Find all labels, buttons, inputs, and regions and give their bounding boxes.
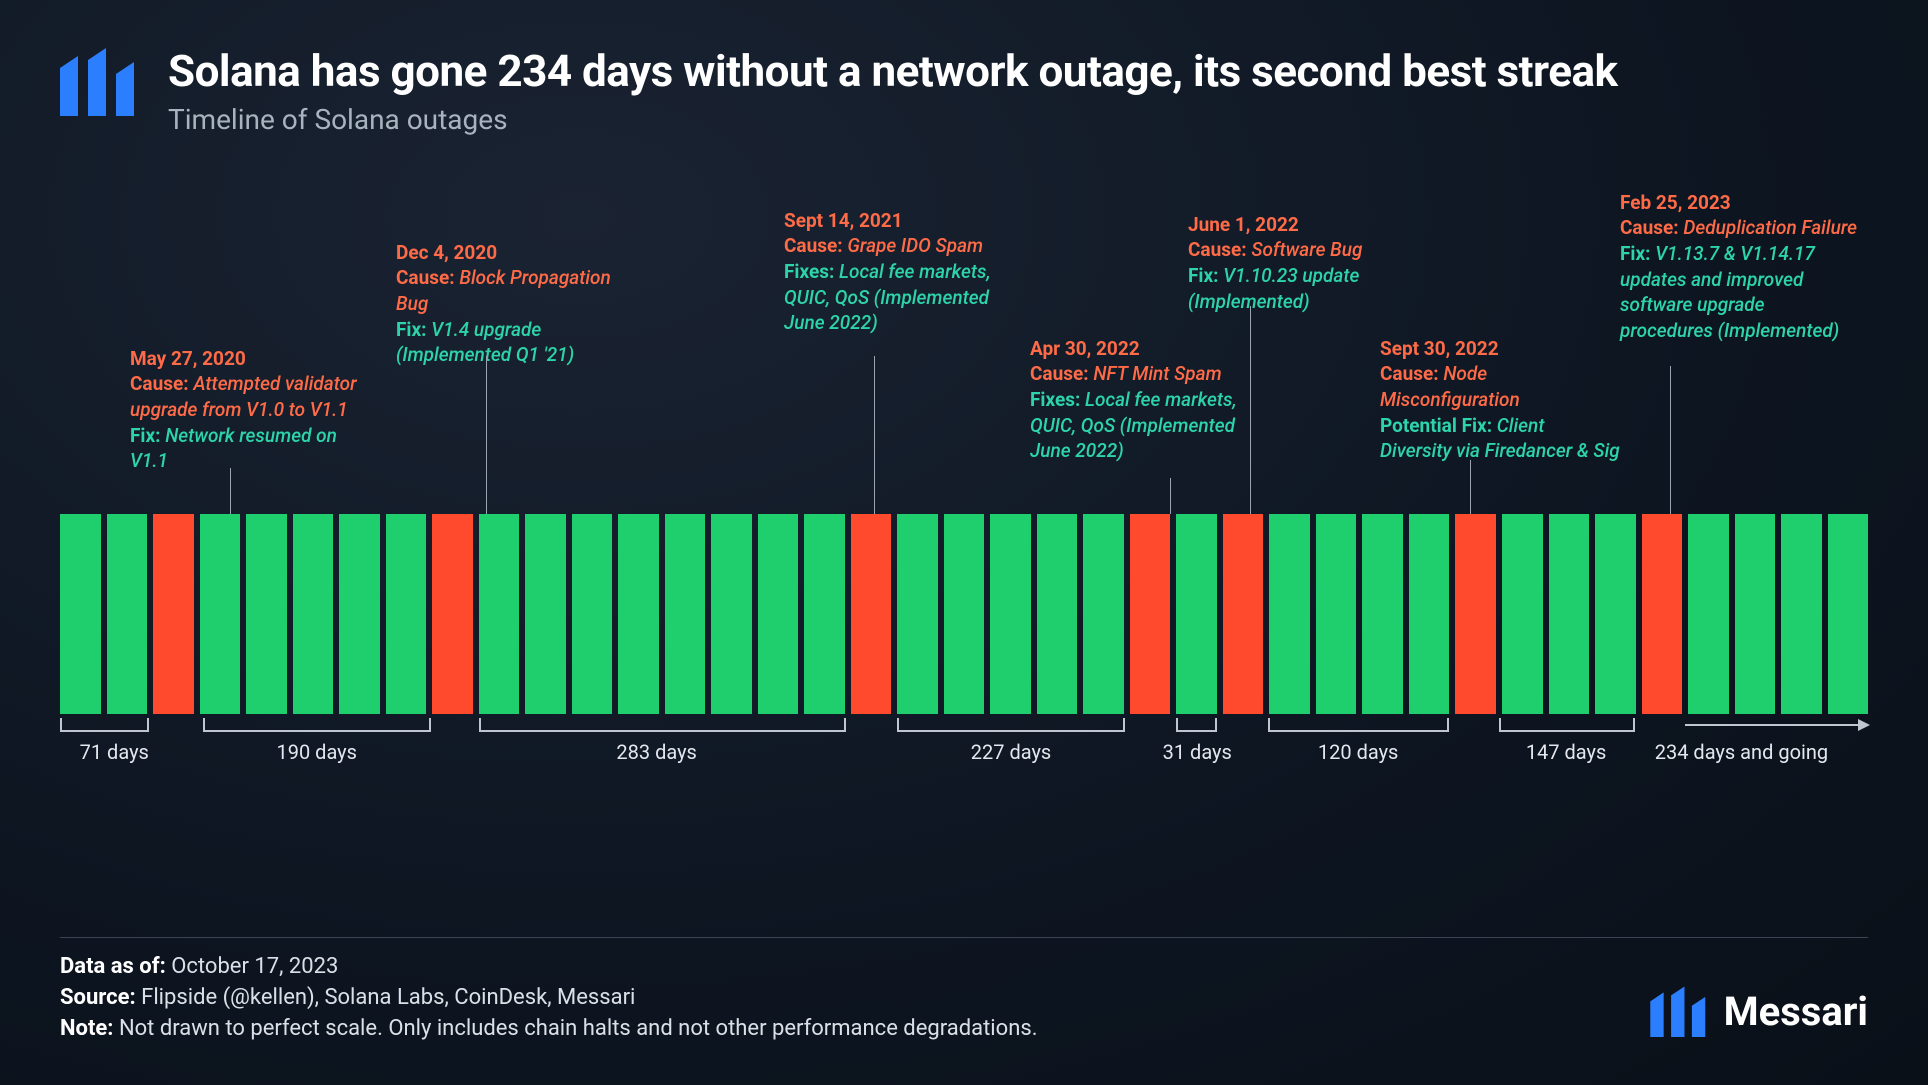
uptime-bar xyxy=(60,514,101,714)
uptime-bar xyxy=(990,514,1031,714)
header: Solana has gone 234 days without a netwo… xyxy=(60,46,1868,136)
uptime-bar xyxy=(897,514,938,714)
streak-bracket xyxy=(1499,718,1635,732)
streak-label: 234 days and going xyxy=(1655,740,1828,764)
uptime-bar xyxy=(1828,514,1869,714)
uptime-bar xyxy=(339,514,380,714)
uptime-bar xyxy=(1502,514,1543,714)
uptime-bar xyxy=(386,514,427,714)
leader-line xyxy=(486,356,487,514)
uptime-bar xyxy=(479,514,520,714)
leader-line xyxy=(1170,478,1171,514)
streak-label: 71 days xyxy=(80,740,149,764)
brand-name: Messari xyxy=(1724,988,1868,1035)
uptime-bar xyxy=(200,514,241,714)
messari-logo-icon xyxy=(60,46,140,116)
chart-title: Solana has gone 234 days without a netwo… xyxy=(168,46,1868,97)
outage-bar xyxy=(1642,514,1683,714)
uptime-bar xyxy=(711,514,752,714)
uptime-bar xyxy=(665,514,706,714)
uptime-bar xyxy=(944,514,985,714)
streak-label: 147 days xyxy=(1526,740,1606,764)
title-block: Solana has gone 234 days without a netwo… xyxy=(168,46,1868,136)
outage-bar xyxy=(153,514,194,714)
leader-line xyxy=(1250,306,1251,514)
uptime-bar xyxy=(1595,514,1636,714)
uptime-bar xyxy=(1037,514,1078,714)
brand: Messari xyxy=(1650,985,1868,1037)
uptime-bar xyxy=(1083,514,1124,714)
uptime-bar xyxy=(804,514,845,714)
streak-label: 283 days xyxy=(616,740,696,764)
outage-bar xyxy=(851,514,892,714)
uptime-bar xyxy=(1176,514,1217,714)
outage-annotation: Feb 25, 2023Cause: Deduplication Failure… xyxy=(1620,190,1860,344)
uptime-bar xyxy=(1549,514,1590,714)
uptime-bar xyxy=(1269,514,1310,714)
uptime-bar xyxy=(618,514,659,714)
uptime-bar xyxy=(246,514,287,714)
chart-area: May 27, 2020Cause: Attempted validator u… xyxy=(60,196,1868,836)
streak-bracket xyxy=(1268,718,1449,732)
uptime-bar xyxy=(1362,514,1403,714)
uptime-bar xyxy=(525,514,566,714)
streak-bracket xyxy=(897,718,1125,732)
streak-bracket xyxy=(60,718,149,732)
outage-bar xyxy=(1223,514,1264,714)
outage-bar xyxy=(1130,514,1171,714)
uptime-bar xyxy=(293,514,334,714)
outage-annotation: May 27, 2020Cause: Attempted validator u… xyxy=(130,346,370,474)
leader-line xyxy=(230,468,231,514)
footer-note: Note: Not drawn to perfect scale. Only i… xyxy=(60,1016,1868,1041)
uptime-bar xyxy=(758,514,799,714)
outage-annotation: June 1, 2022Cause: Software BugFix: V1.1… xyxy=(1188,212,1428,315)
streak-label: 227 days xyxy=(971,740,1051,764)
leader-line xyxy=(874,356,875,514)
outage-annotation: Sept 14, 2021Cause: Grape IDO SpamFixes:… xyxy=(784,208,1024,336)
timeline-bars xyxy=(60,514,1868,714)
footer-source: Source: Flipside (@kellen), Solana Labs,… xyxy=(60,985,1868,1010)
leader-line xyxy=(1470,460,1471,514)
footer: Data as of: October 17, 2023 Source: Fli… xyxy=(60,937,1868,1047)
streak-label: 190 days xyxy=(276,740,356,764)
uptime-bar xyxy=(1409,514,1450,714)
uptime-bar xyxy=(1781,514,1822,714)
streak-label: 120 days xyxy=(1318,740,1398,764)
uptime-bar xyxy=(1735,514,1776,714)
footer-data-as-of: Data as of: October 17, 2023 xyxy=(60,954,1868,979)
leader-line xyxy=(1670,366,1671,514)
messari-logo-icon xyxy=(1650,985,1710,1037)
uptime-bar xyxy=(107,514,148,714)
uptime-bar xyxy=(1316,514,1357,714)
streak-bracket xyxy=(203,718,431,732)
outage-bar xyxy=(1455,514,1496,714)
outage-bar xyxy=(432,514,473,714)
outage-annotation: Dec 4, 2020Cause: Block Propagation BugF… xyxy=(396,240,636,368)
streak-bracket xyxy=(479,718,846,732)
uptime-bar xyxy=(572,514,613,714)
outage-annotation: Sept 30, 2022Cause: Node Misconfiguratio… xyxy=(1380,336,1620,464)
chart-subtitle: Timeline of Solana outages xyxy=(168,103,1868,136)
infographic-container: Solana has gone 234 days without a netwo… xyxy=(0,0,1928,1085)
outage-annotation: Apr 30, 2022Cause: NFT Mint SpamFixes: L… xyxy=(1030,336,1270,464)
uptime-bar xyxy=(1688,514,1729,714)
streak-brackets: 71 days190 days283 days227 days31 days12… xyxy=(60,718,1868,758)
streak-bracket xyxy=(1176,718,1218,732)
streak-label: 31 days xyxy=(1163,740,1232,764)
ongoing-arrow xyxy=(1685,724,1868,726)
